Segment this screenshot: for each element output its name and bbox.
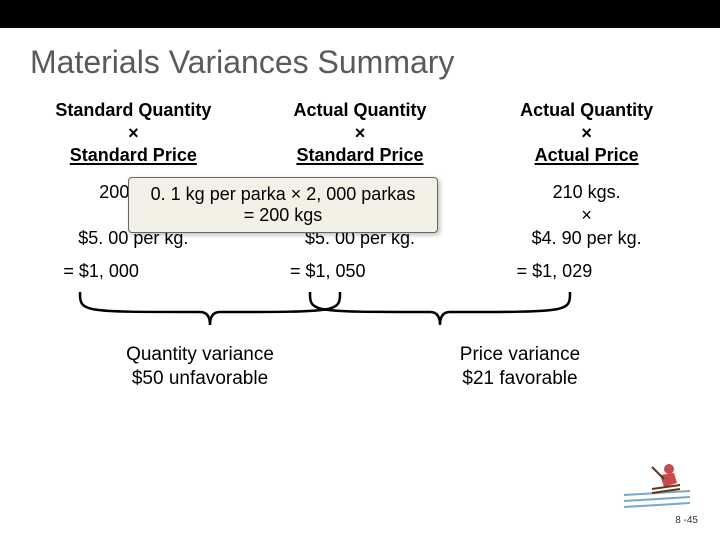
skier-clipart-icon (622, 455, 692, 510)
slide-title: Materials Variances Summary (0, 28, 720, 99)
col3-line1: Actual Quantity (520, 100, 653, 120)
col2-line1: Actual Quantity (293, 100, 426, 120)
col1-line2: Standard Price (70, 145, 197, 165)
brace-right (300, 287, 580, 342)
quantity-variance: Quantity variance $50 unfavorable (70, 343, 330, 392)
calc-3: 210 kgs. × $4. 90 per kg. (482, 181, 692, 251)
result-2: = $1, 050 (255, 261, 465, 282)
calc3-times: × (581, 205, 592, 225)
slide-number: 8 -45 (675, 515, 698, 526)
col3-line2: Actual Price (535, 145, 639, 165)
qv-label: Quantity variance (126, 344, 274, 365)
braces-row (0, 287, 720, 347)
col-header-2: Actual Quantity × Standard Price (255, 99, 465, 167)
col2-times: × (355, 123, 366, 143)
col1-times: × (128, 123, 139, 143)
col3-times: × (581, 123, 592, 143)
pv-value: $21 favorable (462, 368, 577, 389)
results-row: = $1, 000 = $1, 050 = $1, 029 (0, 261, 720, 282)
result-1: = $1, 000 (28, 261, 238, 282)
col-header-1: Standard Quantity × Standard Price (28, 99, 238, 167)
calc3-qty: 210 kgs. (553, 182, 621, 202)
tooltip-callout: 0. 1 kg per parka × 2, 000 parkas = 200 … (128, 177, 438, 233)
calc3-price: $4. 90 per kg. (532, 228, 642, 248)
tooltip-line2: = 200 kgs (244, 205, 323, 225)
col2-line2: Standard Price (296, 145, 423, 165)
result-3: = $1, 029 (482, 261, 692, 282)
pv-label: Price variance (460, 344, 580, 365)
calculation-row: 200 kgs. × $5. 00 per kg. 210 kgs. × $5.… (0, 181, 720, 251)
qv-value: $50 unfavorable (132, 368, 268, 389)
tooltip-line1: 0. 1 kg per parka × 2, 000 parkas (151, 184, 416, 204)
top-bar (0, 0, 720, 28)
variance-row: Quantity variance $50 unfavorable Price … (0, 343, 720, 392)
col-header-3: Actual Quantity × Actual Price (482, 99, 692, 167)
column-headers: Standard Quantity × Standard Price Actua… (0, 99, 720, 167)
price-variance: Price variance $21 favorable (390, 343, 650, 392)
col1-line1: Standard Quantity (55, 100, 211, 120)
